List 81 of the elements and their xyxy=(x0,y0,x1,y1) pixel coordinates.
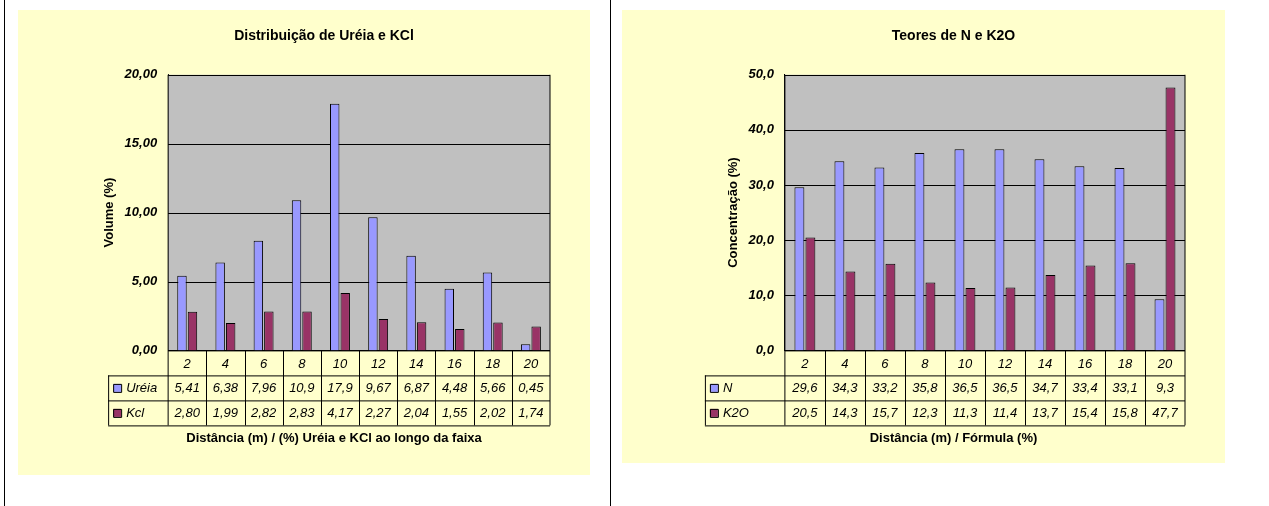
data-label: 20,5 xyxy=(791,404,819,420)
x-tick-label: 4 xyxy=(221,355,230,371)
data-label: 1,55 xyxy=(441,404,468,420)
legend-label: N xyxy=(722,379,733,395)
x-tick-label: 12 xyxy=(997,355,1013,371)
y-tick-label: 30,0 xyxy=(748,176,775,192)
x-tick-label: 6 xyxy=(259,355,268,371)
data-label: 11,3 xyxy=(952,404,978,420)
x-tick-label: 12 xyxy=(370,355,387,371)
data-label: 14,3 xyxy=(832,404,859,420)
y-tick-label: 5,00 xyxy=(131,273,158,289)
data-label: 7,96 xyxy=(250,379,278,395)
data-label: 15,8 xyxy=(1112,404,1139,420)
x-tick-label: 10 xyxy=(332,355,348,371)
data-label: 34,7 xyxy=(1032,379,1059,395)
y-tick-label: 20,0 xyxy=(747,231,775,247)
data-label: 2,27 xyxy=(364,404,392,420)
data-label: 36,5 xyxy=(952,379,979,395)
data-label: 33,4 xyxy=(1072,379,1098,395)
y-tick-label: 50,0 xyxy=(748,66,775,82)
y-tick-label: 20,00 xyxy=(123,66,158,82)
data-label: 6,87 xyxy=(403,379,430,395)
data-label: 15,4 xyxy=(1072,404,1098,420)
y-tick-label: 10,00 xyxy=(124,204,158,220)
x-tick-label: 2 xyxy=(182,355,192,371)
x-tick-label: 18 xyxy=(1117,355,1133,371)
data-label: 11,4 xyxy=(992,404,1018,420)
y-tick-label: 15,00 xyxy=(124,135,158,151)
chart-title: Distribuição de Uréia e KCl xyxy=(234,27,414,44)
data-label: 33,1 xyxy=(1112,379,1138,395)
data-label: 2,83 xyxy=(288,404,316,420)
chart-title: Teores de N e K2O xyxy=(891,27,1016,44)
y-tick-label: 40,0 xyxy=(747,121,775,137)
data-label: 4,17 xyxy=(327,404,354,420)
x-tick-label: 6 xyxy=(881,355,890,371)
data-label: 5,41 xyxy=(174,379,200,395)
legend-label: Kcl xyxy=(126,404,146,420)
data-label: 5,66 xyxy=(480,379,507,395)
y-axis-title: Concentração (%) xyxy=(725,157,741,268)
legend-label: K2O xyxy=(722,404,749,420)
data-label: 35,8 xyxy=(912,379,939,395)
y-axis-title: Volume (%) xyxy=(101,177,117,248)
data-label: 33,2 xyxy=(872,379,899,395)
data-label: 34,3 xyxy=(832,379,859,395)
x-axis-title: Distância (m) / (%) Uréia e KCl ao longo da faixa xyxy=(185,429,483,447)
data-label: 6,38 xyxy=(212,379,239,395)
x-tick-label: 4 xyxy=(841,355,849,371)
x-tick-label: 20 xyxy=(522,355,539,371)
data-label: 0,45 xyxy=(518,379,545,395)
x-tick-label: 14 xyxy=(1037,355,1053,371)
y-tick-label: 0,00 xyxy=(131,341,158,357)
x-tick-label: 16 xyxy=(1077,355,1093,371)
x-tick-label: 10 xyxy=(957,355,973,371)
data-label: 2,02 xyxy=(479,404,507,420)
x-tick-label: 20 xyxy=(1156,355,1173,371)
y-tick-label: 0,0 xyxy=(755,341,775,357)
data-label: 10,9 xyxy=(289,379,315,395)
x-tick-label: 16 xyxy=(447,355,463,371)
data-label: 36,5 xyxy=(992,379,1019,395)
data-label: 1,74 xyxy=(518,404,544,420)
data-label: 9,3 xyxy=(1155,379,1175,395)
data-label: 4,48 xyxy=(441,379,468,395)
data-label: 17,9 xyxy=(327,379,353,395)
x-tick-label: 8 xyxy=(298,355,307,371)
x-tick-label: 18 xyxy=(485,355,501,371)
y-tick-label: 10,0 xyxy=(748,286,775,302)
x-tick-label: 14 xyxy=(409,355,424,371)
x-axis-title: Distância (m) / Fórmula (%) xyxy=(868,429,1039,447)
x-tick-label: 2 xyxy=(800,355,810,371)
data-label: 47,7 xyxy=(1152,404,1179,420)
data-label: 1,99 xyxy=(212,404,239,420)
x-tick-label: 8 xyxy=(921,355,930,371)
data-label: 9,67 xyxy=(365,379,392,395)
data-label: 12,3 xyxy=(912,404,939,420)
data-label: 15,7 xyxy=(872,404,899,420)
data-label: 2,80 xyxy=(173,404,201,420)
data-label: 13,7 xyxy=(1032,404,1059,420)
data-label: 29,6 xyxy=(791,379,819,395)
data-label: 2,04 xyxy=(402,404,429,420)
legend-label: Uréia xyxy=(126,379,158,395)
data-label: 2,82 xyxy=(249,404,278,420)
